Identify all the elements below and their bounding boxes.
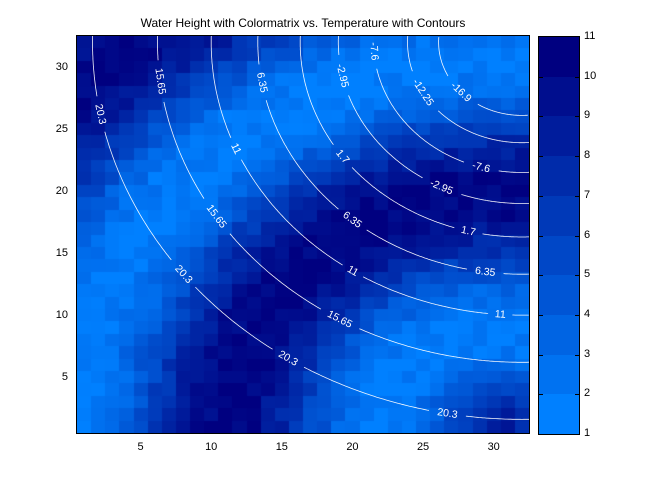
- colorbar-tick-label: 11: [584, 30, 596, 42]
- contour-label: -7.6: [367, 42, 380, 61]
- contour-label: 15.65: [152, 67, 168, 95]
- contour-line: [210, 36, 529, 316]
- contour-label: 11: [228, 141, 244, 156]
- contour-label: -7.6: [471, 159, 492, 175]
- colorbar-tick-label: 10: [584, 69, 597, 82]
- colorbar-tick: [539, 156, 543, 157]
- contour-line: [438, 37, 528, 116]
- contour-label: 6.35: [254, 71, 270, 94]
- contour-line: [92, 36, 529, 420]
- contour-line: [376, 68, 529, 173]
- colorbar-tick: [575, 196, 579, 197]
- contour-label: 20.3: [172, 263, 195, 286]
- colorbar-band: [539, 156, 579, 196]
- y-tick-label: 10: [55, 309, 68, 322]
- colorbar: [538, 36, 580, 435]
- colorbar-tick-label: 2: [584, 387, 591, 400]
- colorbar-tick-label: 9: [584, 109, 591, 122]
- contour-label: 1.7: [333, 147, 352, 166]
- contour-label: -2.95: [428, 177, 455, 198]
- colorbar-band: [539, 116, 579, 156]
- x-tick-label: 5: [137, 441, 144, 453]
- colorbar-band: [539, 37, 579, 77]
- contour-label: -2.95: [334, 63, 351, 89]
- contour-label: -16.9: [448, 80, 474, 105]
- contour-line: [337, 36, 529, 204]
- x-tick-label: 20: [346, 441, 359, 453]
- contour-label: 1.7: [460, 224, 477, 239]
- colorbar-band: [539, 236, 579, 275]
- colorbar-tick: [575, 77, 579, 78]
- colorbar-tick: [575, 116, 579, 117]
- colorbar-tick-label: 7: [584, 188, 591, 201]
- colorbar-tick: [539, 196, 543, 197]
- colorbar-band: [539, 315, 579, 355]
- colorbar-tick-label: 5: [584, 268, 591, 281]
- y-tick-label: 5: [61, 371, 68, 384]
- chart-title: Water Height with Colormatrix vs. Temper…: [140, 16, 466, 30]
- contour-label: 20.3: [276, 348, 300, 369]
- colorbar-band: [539, 77, 579, 116]
- colorbar-tick-label: 4: [584, 307, 591, 320]
- colorbar-tick: [575, 236, 579, 237]
- colorbar-tick: [575, 315, 579, 316]
- y-tick-label: 25: [55, 123, 68, 136]
- contour-label: 20.3: [436, 406, 458, 421]
- contour-label: 11: [345, 263, 361, 279]
- contour-label: 6.35: [340, 209, 364, 231]
- y-tick-label: 20: [55, 185, 68, 198]
- colorbar-tick: [539, 315, 543, 316]
- colorbar-tick-label: 8: [584, 149, 591, 162]
- x-tick-label: 15: [275, 441, 288, 453]
- colorbar-band: [539, 196, 579, 236]
- contour-line: [257, 36, 529, 275]
- colorbar-band: [539, 394, 579, 434]
- colorbar-tick: [539, 77, 543, 78]
- y-tick-label: 15: [55, 247, 68, 260]
- x-tick-label: 10: [205, 441, 218, 453]
- contour-label: 20.3: [92, 103, 108, 126]
- colorbar-tick: [539, 275, 543, 276]
- contour-label: 6.35: [474, 265, 496, 279]
- colorbar-tick-label: 6: [584, 228, 591, 241]
- colorbar-tick: [575, 355, 579, 356]
- colorbar-band: [539, 275, 579, 315]
- contour-line: [157, 36, 529, 363]
- colorbar-tick-label: 3: [584, 347, 591, 360]
- contour-label: 15.65: [325, 308, 354, 331]
- colorbar-tick: [539, 236, 543, 237]
- colorbar-tick: [575, 394, 579, 395]
- colorbar-tick: [575, 275, 579, 276]
- colorbar-tick-label: 1: [584, 427, 591, 439]
- colorbar-tick: [575, 156, 579, 157]
- contour-overlay: 20.3 20.3 20.3 20.3 15.65 15.65 15.65 11 11 11 6.3…: [92, 36, 529, 421]
- x-tick-label: 30: [487, 441, 500, 453]
- colorbar-tick: [539, 355, 543, 356]
- contour-label: 15.65: [204, 202, 229, 230]
- contour-line: [299, 36, 529, 238]
- x-tick-label: 25: [416, 441, 430, 453]
- y-tick-label: 30: [55, 61, 68, 74]
- colorbar-tick: [539, 394, 543, 395]
- contour-label: -12.25: [410, 77, 436, 109]
- contour-line: [407, 36, 529, 144]
- contour-label: 11: [494, 308, 506, 321]
- colorbar-band: [539, 355, 579, 394]
- colorbar-tick: [539, 116, 543, 117]
